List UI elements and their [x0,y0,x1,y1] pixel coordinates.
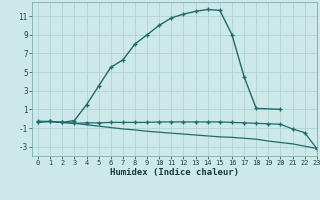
X-axis label: Humidex (Indice chaleur): Humidex (Indice chaleur) [110,168,239,177]
